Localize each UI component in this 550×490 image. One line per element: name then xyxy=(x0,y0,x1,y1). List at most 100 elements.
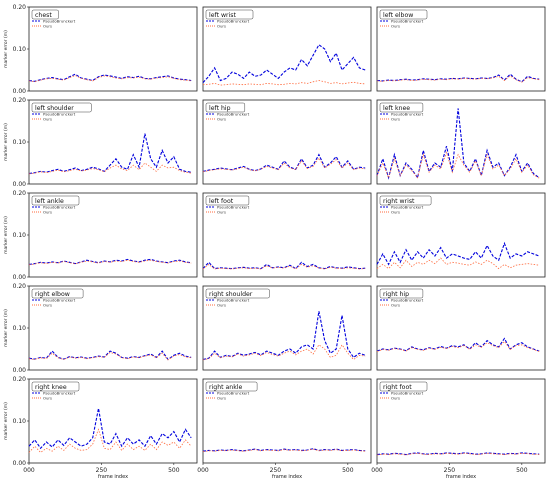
series-line-ours xyxy=(28,75,192,83)
panel-title-box xyxy=(205,195,250,206)
y-tick-label: 0.00 xyxy=(13,274,27,281)
series-line-pseudobrunckert xyxy=(202,311,366,361)
panel-frame xyxy=(202,192,372,278)
x-tick-label: 500 xyxy=(516,467,528,474)
panel-title: right foot xyxy=(383,384,412,391)
x-axis-label: frame index xyxy=(98,474,128,480)
panel-title-box xyxy=(31,9,59,20)
y-tick-label: 0.20 xyxy=(13,4,27,11)
x-tick-label: 500 xyxy=(342,467,354,474)
x-tick-label: 250 xyxy=(96,467,108,474)
panel-title: right elbow xyxy=(35,291,70,298)
legend-label-ours: Ours xyxy=(43,396,52,401)
panel-title: left hip xyxy=(209,105,231,112)
panel-frame xyxy=(202,285,372,371)
panel-frame xyxy=(28,378,198,464)
panel-frame xyxy=(376,99,546,185)
panel-title-box xyxy=(205,9,254,20)
panel-title: right knee xyxy=(35,384,67,391)
series-line-pseudobrunckert xyxy=(376,241,540,266)
panel-frame xyxy=(376,378,546,464)
series-line-pseudobrunckert xyxy=(28,408,192,450)
panel-title: left elbow xyxy=(383,12,413,19)
panel-title-box xyxy=(379,102,424,113)
legend-label-ours: Ours xyxy=(217,117,226,122)
series-line-ours xyxy=(376,257,540,270)
legend-label-pseudobrunckert: PseudoBrunckert xyxy=(391,19,424,24)
panel-frame xyxy=(376,6,546,92)
legend-label-pseudobrunckert: PseudoBrunckert xyxy=(217,112,250,117)
panel-frame xyxy=(202,6,372,92)
panel-title-box xyxy=(205,381,258,392)
y-tick-label: 0.20 xyxy=(13,190,27,197)
panel-title: left ankle xyxy=(35,198,64,205)
panel-title-box xyxy=(379,195,432,206)
series-line-ours xyxy=(202,344,366,361)
y-axis-label: marker error (m) xyxy=(3,216,9,254)
legend-label-ours: Ours xyxy=(43,303,52,308)
y-tick-label: 0.00 xyxy=(13,88,27,95)
legend-label-ours: Ours xyxy=(391,24,400,29)
y-tick-label: 0.10 xyxy=(13,232,27,239)
x-axis-label: frame index xyxy=(446,474,476,480)
legend-label-pseudobrunckert: PseudoBrunckert xyxy=(391,298,424,303)
legend-label-ours: Ours xyxy=(43,210,52,215)
legend-label-pseudobrunckert: PseudoBrunckert xyxy=(43,19,76,24)
series-line-ours xyxy=(376,75,540,83)
series-line-pseudobrunckert xyxy=(28,133,192,175)
y-tick-label: 0.00 xyxy=(13,460,27,467)
y-tick-label: 0.10 xyxy=(13,418,27,425)
legend-label-ours: Ours xyxy=(217,396,226,401)
legend-label-pseudobrunckert: PseudoBrunckert xyxy=(391,205,424,210)
legend-label-ours: Ours xyxy=(217,303,226,308)
y-axis-label: marker error (m) xyxy=(3,123,9,161)
panel-title: right ankle xyxy=(209,384,243,391)
series-line-ours xyxy=(28,351,192,361)
legend-label-ours: Ours xyxy=(217,24,226,29)
series-line-pseudobrunckert xyxy=(376,108,540,180)
panel-title-box xyxy=(379,381,428,392)
panel-frame xyxy=(376,285,546,371)
panel-title-box xyxy=(379,288,424,299)
series-line-ours xyxy=(202,263,366,270)
legend-label-ours: Ours xyxy=(43,117,52,122)
series-line-pseudobrunckert xyxy=(28,350,192,361)
x-tick-label: 000 xyxy=(371,467,383,474)
panel-title-box xyxy=(205,102,246,113)
series-line-pseudobrunckert xyxy=(202,43,366,83)
legend-label-pseudobrunckert: PseudoBrunckert xyxy=(43,391,76,396)
x-axis-label: frame index xyxy=(272,474,302,480)
panel-title: left foot xyxy=(209,198,234,205)
panel-frame xyxy=(376,192,546,278)
legend-label-pseudobrunckert: PseudoBrunckert xyxy=(391,391,424,396)
y-tick-label: 0.20 xyxy=(13,283,27,290)
panel-title-box xyxy=(31,381,80,392)
y-axis-label: marker error (m) xyxy=(3,309,9,347)
legend-label-pseudobrunckert: PseudoBrunckert xyxy=(43,205,76,210)
x-tick-label: 500 xyxy=(168,467,180,474)
series-line-ours xyxy=(28,428,192,454)
panel-title: left knee xyxy=(383,105,410,112)
panel-title: right shoulder xyxy=(209,291,253,298)
legend-label-pseudobrunckert: PseudoBrunckert xyxy=(43,112,76,117)
y-axis-label: marker error (m) xyxy=(3,402,9,440)
series-line-ours xyxy=(376,340,540,352)
series-line-ours xyxy=(202,448,366,453)
legend-label-pseudobrunckert: PseudoBrunckert xyxy=(217,298,250,303)
legend-label-pseudobrunckert: PseudoBrunckert xyxy=(217,205,250,210)
series-line-ours xyxy=(202,157,366,173)
x-tick-label: 250 xyxy=(270,467,282,474)
y-tick-label: 0.20 xyxy=(13,97,27,104)
series-line-ours xyxy=(28,162,192,175)
legend-label-ours: Ours xyxy=(391,117,400,122)
legend-label-pseudobrunckert: PseudoBrunckert xyxy=(43,298,76,303)
y-tick-label: 0.10 xyxy=(13,325,27,332)
legend-label-ours: Ours xyxy=(391,396,400,401)
y-tick-label: 0.20 xyxy=(13,376,27,383)
panel-title-box xyxy=(31,102,92,113)
panel-title: left wrist xyxy=(209,12,237,19)
y-tick-label: 0.10 xyxy=(13,139,27,146)
panel-title-box xyxy=(31,288,84,299)
